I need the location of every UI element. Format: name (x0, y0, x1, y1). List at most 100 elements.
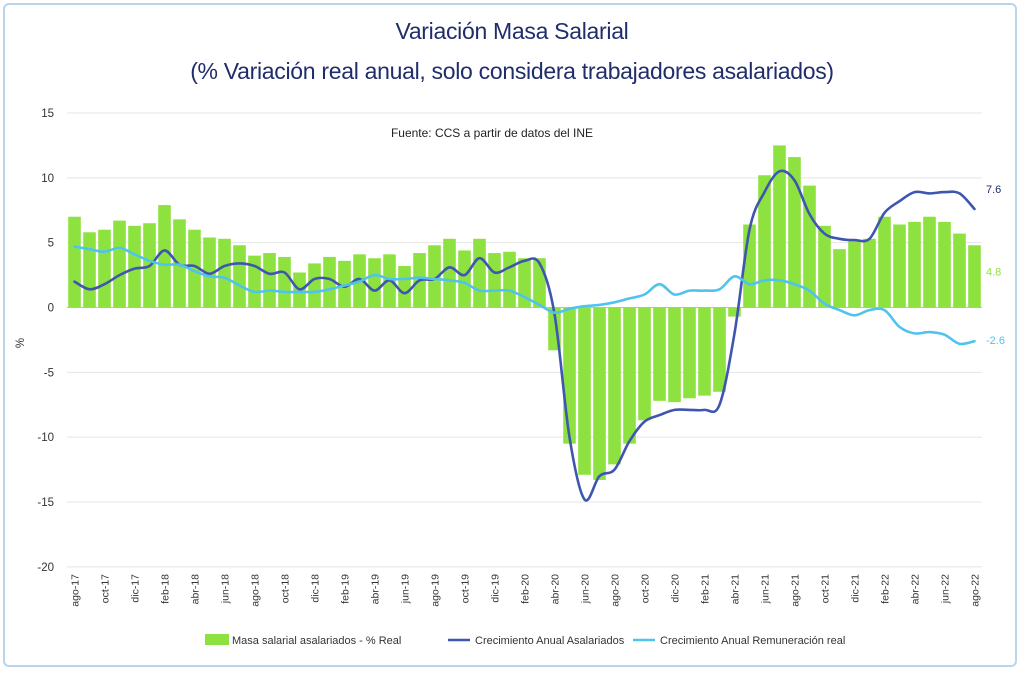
x-tick-label: ago-19 (430, 574, 442, 607)
y-axis-label: % (15, 338, 27, 348)
bar (938, 221, 951, 308)
y-tick-label: 10 (41, 173, 54, 185)
bar (443, 238, 456, 308)
bar (848, 241, 861, 308)
bar (203, 237, 216, 308)
x-tick-label: jun-19 (400, 574, 412, 604)
chart-frame (3, 3, 1017, 667)
x-tick-label: ago-22 (970, 574, 982, 607)
bar (623, 307, 636, 444)
bar (263, 253, 276, 308)
x-tick-label: oct-17 (100, 574, 112, 603)
bar (113, 220, 126, 308)
x-tick-label: abr-18 (190, 574, 202, 605)
chart-subtitle: (% Variación real anual, solo considera … (190, 58, 834, 84)
bar (788, 157, 801, 308)
bar (578, 307, 591, 475)
chart-title: Variación Masa Salarial (395, 18, 629, 44)
bar (773, 145, 786, 308)
bar (83, 232, 96, 308)
legend-swatch-bar (205, 634, 229, 645)
x-tick-label: oct-21 (820, 574, 832, 603)
x-tick-label: oct-20 (640, 574, 652, 603)
bar (458, 250, 471, 308)
bar (128, 225, 141, 308)
bar (908, 221, 921, 308)
bar (503, 251, 516, 308)
legend: Masa salarial asalariados - % Real Crecim… (205, 634, 845, 647)
x-tick-label: ago-17 (70, 574, 82, 607)
bar (308, 263, 321, 308)
x-tick-label: feb-19 (340, 574, 352, 604)
bar (398, 266, 411, 308)
x-tick-label: jun-20 (580, 574, 592, 604)
x-tick-label: jun-22 (940, 574, 952, 604)
line-crecimiento-asalariados (73, 169, 976, 502)
bar (608, 307, 621, 465)
bar (653, 307, 666, 401)
bar (68, 216, 81, 308)
bar (98, 229, 111, 308)
x-tick-label: ago-21 (790, 574, 802, 607)
x-tick-label: oct-19 (460, 574, 472, 603)
legend-label: Crecimiento Anual Remuneración real (660, 635, 845, 647)
bar (803, 185, 816, 308)
end-value-label: 7.6 (986, 184, 1001, 196)
x-tick-label: feb-20 (520, 574, 532, 604)
x-tick-label: dic-18 (310, 574, 322, 603)
line-series (73, 169, 976, 502)
bar (758, 175, 771, 308)
bar (233, 245, 246, 308)
bar (368, 258, 381, 308)
y-axis: 15 10 5 0 -5 -10 -15 -20 (37, 108, 54, 574)
bar (428, 245, 441, 308)
y-tick-label: -15 (37, 497, 54, 509)
bar (713, 307, 726, 392)
y-tick-label: -20 (37, 562, 54, 574)
bar (968, 245, 981, 308)
bar (668, 307, 681, 403)
bar (323, 256, 336, 308)
bar (878, 216, 891, 308)
bar (563, 307, 576, 444)
bar (218, 238, 231, 308)
y-tick-label: 15 (41, 108, 54, 120)
bar (863, 238, 876, 308)
legend-label: Crecimiento Anual Asalariados (475, 635, 625, 647)
bar (833, 249, 846, 308)
x-tick-label: jun-21 (760, 574, 772, 604)
bar (728, 307, 741, 317)
bar (188, 229, 201, 308)
bar (953, 233, 966, 308)
gridlines (67, 112, 982, 568)
line-remuneracion-real (73, 245, 976, 346)
x-tick-label: dic-17 (130, 574, 142, 603)
source-note: Fuente: CCS a partir de datos del INE (391, 126, 593, 140)
x-tick-label: abr-20 (550, 574, 562, 605)
y-tick-label: 5 (48, 238, 54, 250)
bar (638, 307, 651, 421)
bar (488, 253, 501, 308)
y-tick-label: -5 (44, 367, 54, 379)
x-tick-label: feb-18 (160, 574, 172, 604)
x-tick-label: feb-21 (700, 574, 712, 604)
x-tick-label: ago-20 (610, 574, 622, 607)
bar (893, 224, 906, 308)
x-tick-label: dic-21 (850, 574, 862, 603)
x-tick-label: dic-20 (670, 574, 682, 603)
bar (278, 256, 291, 308)
x-axis: ago-17 oct-17 dic-17 feb-18 abr-18 jun-18 ago-… (70, 574, 982, 607)
end-labels: 4.8 7.6 -2.6 (986, 184, 1005, 347)
x-tick-label: feb-22 (880, 574, 892, 604)
x-tick-label: abr-21 (730, 574, 742, 605)
y-tick-label: 0 (48, 303, 54, 315)
x-tick-label: oct-18 (280, 574, 292, 603)
x-tick-label: dic-19 (490, 574, 502, 603)
end-value-label: -2.6 (986, 335, 1005, 347)
end-value-label: 4.8 (986, 266, 1001, 278)
x-tick-label: abr-22 (910, 574, 922, 605)
legend-label: Masa salarial asalariados - % Real (232, 635, 401, 647)
x-tick-label: jun-18 (220, 574, 232, 604)
bar (473, 238, 486, 308)
